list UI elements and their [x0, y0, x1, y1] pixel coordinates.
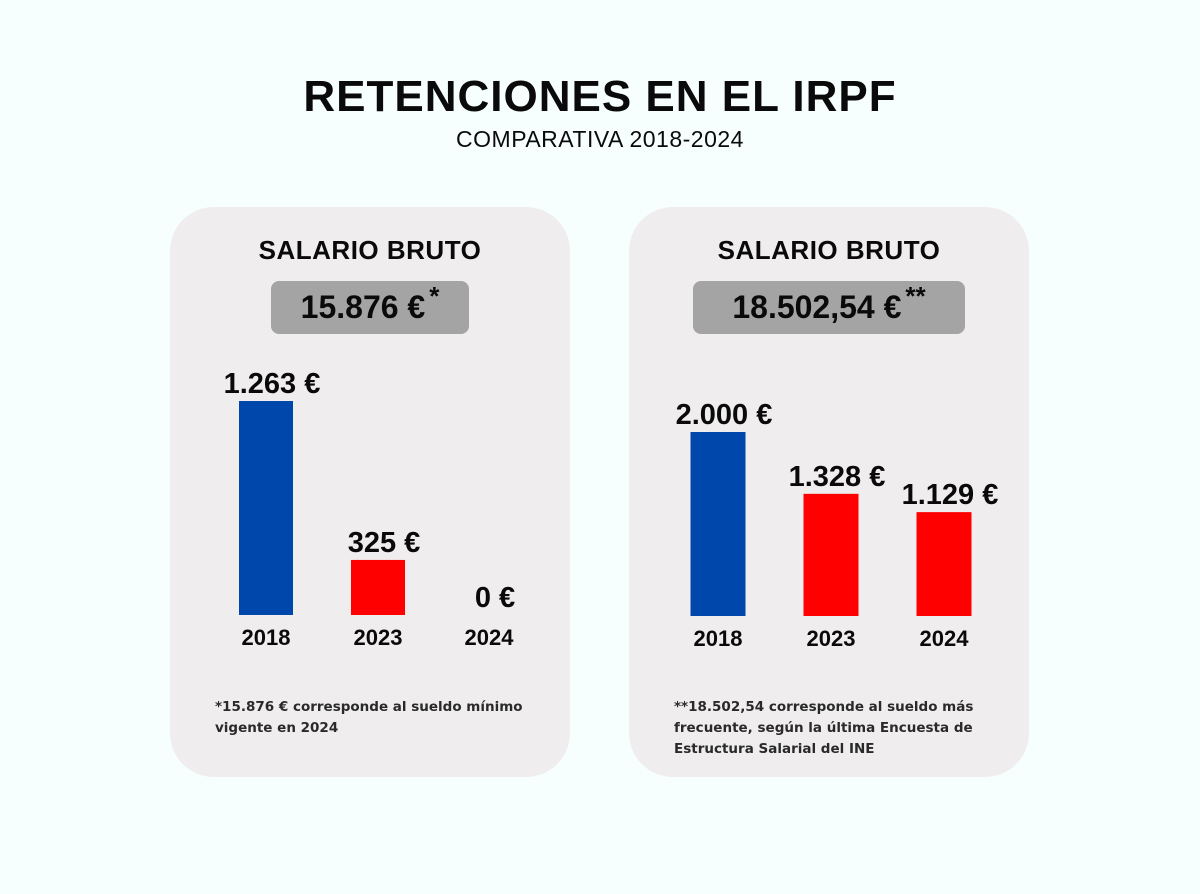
- card-heading: SALARIO BRUTO: [717, 235, 941, 265]
- footnote: *15.876 € corresponde al sueldo mínimo v…: [215, 699, 523, 736]
- bar-2018: [239, 401, 293, 615]
- value-label-2023: 325 €: [348, 527, 421, 559]
- category-label-2023: 2023: [807, 626, 856, 651]
- value-label-2018: 1.263 €: [224, 368, 321, 400]
- bar-chart: 2.000 € 2018 1.328 € 2023 1.129 € 2024: [676, 399, 999, 651]
- chart-card-frequent-salary: SALARIO BRUTO 18.502,54 € ** 2.000 € 2018 1…: [629, 207, 1029, 777]
- salary-footnote-mark: **: [905, 281, 926, 311]
- salary-value-box: 15.876 € *: [271, 281, 469, 334]
- page-subtitle: COMPARATIVA 2018-2024: [456, 126, 744, 152]
- salary-footnote-mark: *: [429, 281, 440, 311]
- category-label-2024: 2024: [920, 626, 970, 651]
- bar-2018: [690, 432, 746, 616]
- footnote: **18.502,54 corresponde al sueldo más fr…: [674, 699, 974, 757]
- salary-value-box: 18.502,54 € **: [693, 281, 965, 334]
- bar-2023: [803, 493, 859, 616]
- category-label-2023: 2023: [354, 625, 403, 650]
- category-label-2024: 2024: [465, 625, 515, 650]
- bar-2023: [351, 559, 405, 615]
- bar-2024: [916, 512, 972, 616]
- page-title: RETENCIONES EN EL IRPF: [303, 72, 897, 121]
- chart-card-minimum-salary: SALARIO BRUTO 15.876 € * 1.263 € 2018 325 €…: [170, 207, 570, 777]
- salary-value: 15.876 €: [300, 289, 426, 325]
- category-label-2018: 2018: [242, 625, 291, 650]
- value-label-2024: 1.129 €: [902, 479, 999, 511]
- value-label-2023: 1.328 €: [789, 461, 886, 493]
- value-label-2024: 0 €: [475, 582, 515, 614]
- category-label-2018: 2018: [694, 626, 743, 651]
- bar-chart: 1.263 € 2018 325 € 2023 0 € 2024: [224, 368, 516, 650]
- salary-value: 18.502,54 €: [732, 289, 902, 325]
- value-label-2018: 2.000 €: [676, 399, 773, 431]
- card-heading: SALARIO BRUTO: [258, 235, 482, 265]
